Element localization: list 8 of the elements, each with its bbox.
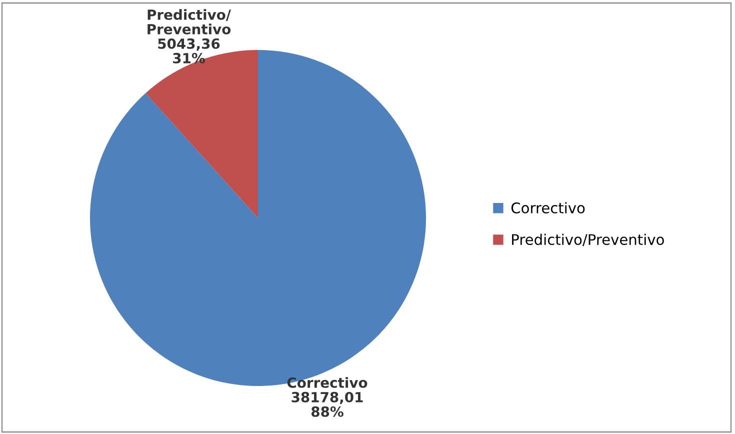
pie-slice <box>146 50 258 218</box>
pie-slice <box>90 50 426 386</box>
slice-label: Correctivo <box>287 377 368 388</box>
data-label: 5043,36 31% <box>158 38 220 64</box>
data-label: 38178,01 88% <box>292 392 363 417</box>
slice-label: Predictivo/Preventivo <box>148 9 231 34</box>
legend-label: Predictivo/Preventivo <box>512 234 664 246</box>
legend-label: Correctivo <box>511 202 585 214</box>
